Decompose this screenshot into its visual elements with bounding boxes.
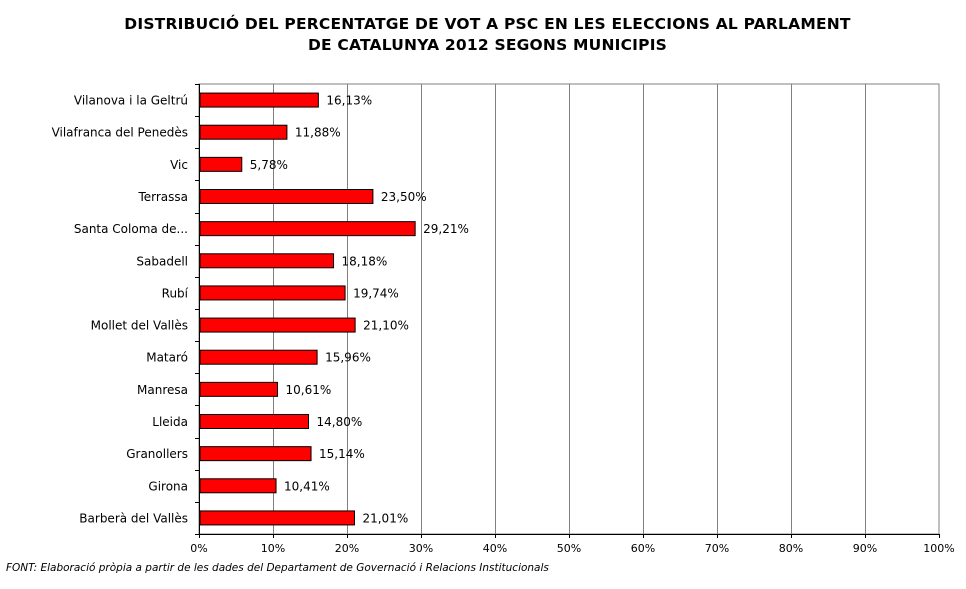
x-tick-label: 20% <box>335 542 359 555</box>
x-tick-label: 60% <box>631 542 655 555</box>
category-label: Vilafranca del Penedès <box>52 126 188 140</box>
x-tick-label: 70% <box>705 542 729 555</box>
data-label: 23,50% <box>381 190 427 204</box>
axes <box>195 84 940 538</box>
category-label: Girona <box>148 479 188 493</box>
bar <box>199 253 335 269</box>
gridlines <box>273 84 866 534</box>
category-label: Sabadell <box>136 254 188 268</box>
data-label: 10,41% <box>284 479 330 493</box>
bar <box>199 221 416 237</box>
category-label: Mollet del Vallès <box>91 319 188 333</box>
category-label: Vilanova i la Geltrú <box>74 94 188 108</box>
data-label: 5,78% <box>250 158 288 172</box>
bar <box>199 317 356 333</box>
bar <box>199 510 355 526</box>
x-tick-label: 0% <box>190 542 207 555</box>
x-tick-label: 40% <box>483 542 507 555</box>
labels: 0% 10% 20% 30% 40% 50% 60% 70% 80% 90% 100% Vilanov… <box>52 94 955 555</box>
category-label: Santa Coloma de... <box>74 222 188 236</box>
data-label: 10,61% <box>286 383 332 397</box>
x-tick-label: 50% <box>557 542 581 555</box>
bar <box>199 414 310 429</box>
category-label: Terrassa <box>137 190 188 204</box>
x-tick-label: 100% <box>923 542 954 555</box>
bar <box>199 446 312 462</box>
data-label: 16,13% <box>326 94 372 108</box>
category-label: Granollers <box>126 447 188 461</box>
category-label: Manresa <box>137 383 188 397</box>
source-note: FONT: Elaboració pròpia a partir de les … <box>6 562 549 574</box>
bar <box>199 381 279 397</box>
bar <box>199 92 319 108</box>
bar <box>199 156 243 172</box>
data-label: 18,18% <box>342 254 388 268</box>
category-label: Mataró <box>146 351 188 365</box>
data-label: 29,21% <box>423 222 469 236</box>
data-label: 15,96% <box>325 351 371 365</box>
data-label: 21,01% <box>362 511 408 525</box>
chart-title: DISTRIBUCIÓ DEL PERCENTATGE DE VOT A PSC… <box>0 14 966 56</box>
bar <box>199 124 288 140</box>
data-label: 15,14% <box>319 447 365 461</box>
x-tick-label: 90% <box>853 542 877 555</box>
data-label: 14,80% <box>317 415 363 429</box>
category-label: Vic <box>170 158 188 172</box>
data-label: 11,88% <box>295 126 341 140</box>
bar <box>199 349 318 365</box>
bars <box>199 92 416 526</box>
x-tick-label: 10% <box>261 542 285 555</box>
chart-title-line-1: DISTRIBUCIÓ DEL PERCENTATGE DE VOT A PSC… <box>124 15 851 33</box>
data-label: 19,74% <box>353 286 399 300</box>
x-tick-label: 80% <box>779 542 803 555</box>
bar <box>199 189 374 204</box>
x-tick-label: 30% <box>409 542 433 555</box>
bar <box>199 478 277 494</box>
category-label: Barberà del Vallès <box>79 511 188 525</box>
bar <box>199 285 346 301</box>
data-label: 21,10% <box>363 319 409 333</box>
category-label: Rubí <box>162 286 189 300</box>
category-label: Lleida <box>152 415 188 429</box>
chart-title-line-2: DE CATALUNYA 2012 SEGONS MUNICIPIS <box>307 36 668 54</box>
